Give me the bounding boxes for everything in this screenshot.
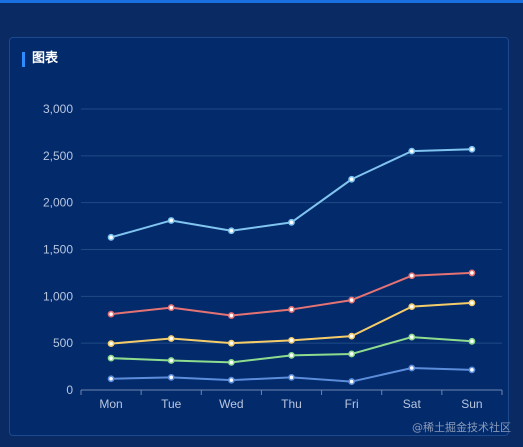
series-2 bbox=[107, 269, 476, 319]
series-4-point-sun[interactable] bbox=[468, 337, 476, 345]
series-3-point-thu[interactable] bbox=[288, 336, 295, 344]
series-4-point-tue[interactable] bbox=[167, 357, 175, 364]
chart-panel: 图表 bbox=[9, 37, 509, 436]
series-5-point-sun[interactable] bbox=[468, 366, 476, 374]
y-tick-label: 2,500 bbox=[43, 149, 73, 163]
top-accent-bar bbox=[0, 0, 523, 3]
y-tick-label: 0 bbox=[66, 383, 73, 397]
series-1-point-tue[interactable] bbox=[167, 217, 175, 224]
series-5-point-mon[interactable] bbox=[107, 375, 115, 383]
x-tick-label-sun: Sun bbox=[461, 397, 482, 411]
x-tick-label-tue: Tue bbox=[161, 397, 182, 411]
series-4-point-thu[interactable] bbox=[288, 351, 295, 359]
series-3-point-fri[interactable] bbox=[348, 332, 356, 340]
series-3-point-sat[interactable] bbox=[408, 303, 416, 311]
series-3 bbox=[107, 299, 476, 348]
series-5 bbox=[107, 364, 476, 385]
series-4-point-sat[interactable] bbox=[408, 333, 416, 341]
axis-layer: 0 500 1,000 1,500 2,000 2,500 3,000 Mon Tue Wed Th… bbox=[43, 102, 503, 411]
series-3-point-tue[interactable] bbox=[167, 335, 175, 342]
y-tick-label: 3,000 bbox=[43, 102, 73, 116]
watermark: @稀土掘金技术社区 bbox=[412, 421, 511, 434]
x-tick-label-wed: Wed bbox=[219, 397, 243, 411]
series-3-point-mon[interactable] bbox=[107, 340, 115, 348]
series-4-point-fri[interactable] bbox=[348, 350, 356, 358]
series-2-point-fri[interactable] bbox=[348, 296, 356, 304]
series-4-point-mon[interactable] bbox=[107, 354, 115, 362]
series-5-point-wed[interactable] bbox=[227, 376, 235, 384]
x-tick-label-mon: Mon bbox=[99, 397, 122, 411]
series-layer bbox=[107, 145, 476, 385]
x-tick-label-sat: Sat bbox=[403, 397, 422, 411]
y-tick-label: 2,000 bbox=[43, 196, 73, 210]
series-2-point-mon[interactable] bbox=[107, 310, 115, 318]
series-5-point-thu[interactable] bbox=[288, 373, 295, 381]
title-accent-mark bbox=[22, 51, 25, 67]
series-1-point-fri[interactable] bbox=[348, 175, 356, 183]
series-1-point-thu[interactable] bbox=[288, 218, 295, 226]
x-tick-label-thu: Thu bbox=[281, 397, 302, 411]
y-tick-label: 1,500 bbox=[43, 243, 73, 257]
panel-header: 图表 bbox=[22, 51, 58, 67]
panel-title: 图表 bbox=[32, 51, 59, 66]
series-1-point-wed[interactable] bbox=[227, 227, 235, 235]
series-2-point-sun[interactable] bbox=[468, 269, 476, 277]
y-tick-label: 1,000 bbox=[43, 289, 73, 303]
series-2-point-wed[interactable] bbox=[227, 312, 235, 319]
series-5-point-fri[interactable] bbox=[348, 378, 356, 385]
x-tick-label-fri: Fri bbox=[345, 397, 359, 411]
series-5-point-sat[interactable] bbox=[408, 364, 416, 372]
series-2-point-tue[interactable] bbox=[167, 304, 175, 311]
series-4-point-wed[interactable] bbox=[227, 358, 235, 366]
series-5-point-tue[interactable] bbox=[167, 373, 175, 381]
series-3-point-sun[interactable] bbox=[468, 299, 476, 307]
grid-layer bbox=[81, 108, 502, 344]
series-3-point-wed[interactable] bbox=[227, 339, 235, 347]
series-1-point-sat[interactable] bbox=[408, 147, 416, 155]
y-tick-label: 500 bbox=[53, 336, 73, 350]
series-4 bbox=[107, 333, 476, 366]
series-2-point-thu[interactable] bbox=[288, 306, 295, 313]
series-1 bbox=[107, 145, 476, 241]
series-1-point-mon[interactable] bbox=[107, 233, 115, 241]
series-2-point-sat[interactable] bbox=[408, 272, 416, 280]
series-1-point-sun[interactable] bbox=[468, 145, 476, 153]
